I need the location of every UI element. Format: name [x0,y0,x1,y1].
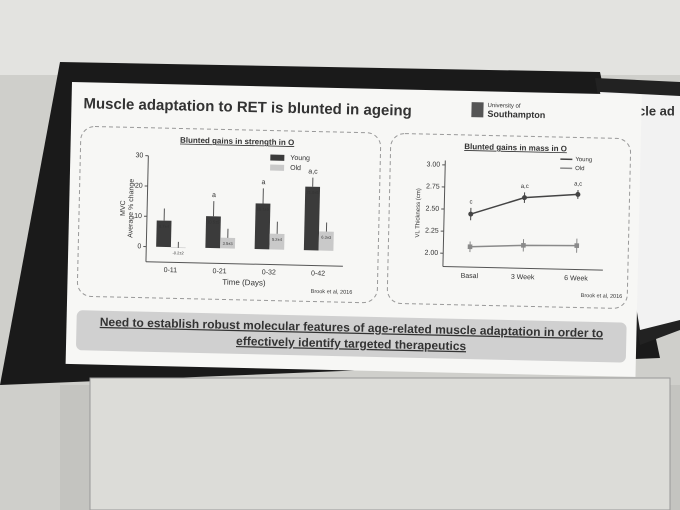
x-tick-label: 3 Week [511,274,535,282]
legend-swatch [270,164,285,171]
logo-line: University of [487,103,520,110]
annotation: a [261,179,265,186]
point [521,242,526,248]
x-axis-title: Time (Days) [222,278,266,288]
point [575,191,581,197]
x-tick-label: 6 Week [564,275,588,283]
annotation: a [212,192,216,199]
annotation: c [469,199,472,205]
logo-line: Southampton [487,109,545,120]
banner [76,310,627,363]
y-tick-label: 30 [135,152,143,159]
logo-crest [471,102,484,118]
y-axis-title: VL Thickness (cm) [415,188,422,237]
legend-label: Old [290,165,301,172]
legend-label: Young [575,157,592,163]
y-axis-title: Average % change [127,179,135,238]
y-tick-label: 2.75 [426,183,440,190]
value-label: 5.2±4 [272,237,283,242]
value-label: -0.2±2 [172,250,184,255]
x-axis [145,261,343,267]
source: Brook et al, 2016 [311,289,353,296]
value-label: 6.3±3 [321,235,332,240]
legend-label: Young [290,155,310,162]
y-tick-label: 0 [137,243,141,250]
bar [303,186,321,251]
value-label: 15.1±5 [257,206,270,211]
annotation: a,c [574,181,582,187]
whiteboard [89,377,671,510]
y-tick-label: 2.50 [426,205,440,212]
panel [76,126,382,304]
bar [205,216,221,249]
chart-title: Blunted gains in strength in O [180,136,294,148]
value-label: 21.0±5 [306,190,319,195]
value-label: 10.5±5 [207,219,220,224]
value-label: 8.7±4 [159,224,170,229]
y-tick-label: 2.00 [425,250,439,257]
annotation: a,c [521,184,529,190]
slide-bg [65,82,642,377]
y-tick-label: 20 [135,183,143,190]
annotation: a,c [308,168,318,175]
y-tick-label: 10 [134,213,142,220]
x-tick-label: Basal [461,273,479,280]
chart-title: Blunted gains in mass in O [464,142,567,153]
y-axis [145,155,149,262]
x-tick-label: 0-42 [311,270,325,277]
slide: Muscle adaptation to RET is blunted in a… [65,82,642,377]
point [467,244,473,250]
point [521,195,527,201]
ceiling [0,0,680,75]
bar [220,237,236,249]
legend-label: Old [575,166,584,172]
y-tick-label: 3.00 [427,161,441,168]
y-axis [442,160,446,267]
banner-line: effectively identify targeted therapeuti… [236,334,467,353]
bar [318,231,334,251]
x-tick-label: 0-11 [164,267,178,274]
panel [386,133,632,309]
bar [254,203,271,250]
value-label: 3.5±3 [223,241,234,246]
bar [156,220,172,248]
y-axis-title: MVC [120,200,127,216]
x-tick-label: 0-21 [213,268,227,275]
y-tick-label: 2.25 [425,228,439,235]
x-axis [442,265,603,271]
point [574,243,580,248]
x-tick-label: 0-32 [262,269,276,276]
point [468,211,474,217]
source: Brook et al, 2016 [581,293,623,300]
legend-swatch [270,154,285,161]
bar [269,233,285,250]
